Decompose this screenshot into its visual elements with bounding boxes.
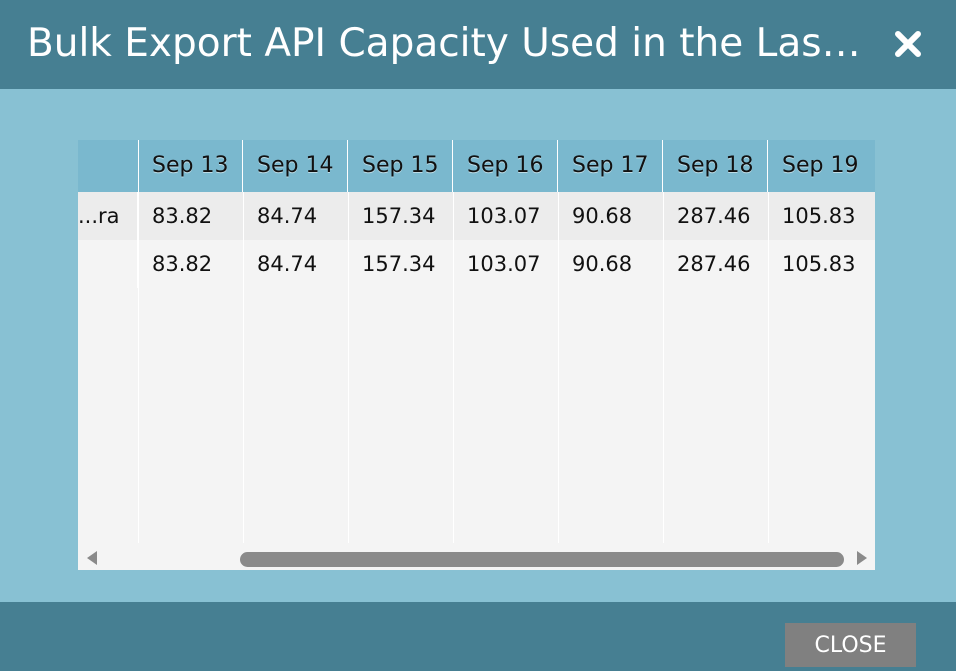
table-cell: 83.82 bbox=[152, 204, 213, 228]
close-x-icon[interactable] bbox=[892, 28, 924, 60]
column-header[interactable]: Sep 13 bbox=[139, 140, 243, 192]
column-divider bbox=[558, 192, 559, 570]
table-cell: 83.82 bbox=[152, 252, 213, 276]
table-cell: 90.68 bbox=[572, 204, 633, 228]
table-cell: 103.07 bbox=[467, 252, 541, 276]
table-row[interactable]: 83.82 84.74 157.34 103.07 90.68 287.46 1… bbox=[78, 240, 875, 288]
table-cell: 287.46 bbox=[677, 252, 751, 276]
scroll-right-arrow-icon[interactable] bbox=[857, 551, 867, 565]
column-divider bbox=[243, 192, 244, 570]
table-cell: 157.34 bbox=[362, 204, 436, 228]
column-divider bbox=[453, 192, 454, 570]
column-divider bbox=[768, 192, 769, 570]
scroll-left-arrow-icon[interactable] bbox=[87, 551, 97, 565]
close-button[interactable]: CLOSE bbox=[785, 623, 916, 667]
row-label bbox=[78, 240, 138, 288]
column-divider bbox=[348, 192, 349, 570]
column-header[interactable]: Sep 14 bbox=[244, 140, 348, 192]
column-header-row: Sep 13 Sep 14 Sep 15 Sep 16 Sep 17 Sep 1… bbox=[78, 140, 875, 192]
column-header[interactable]: Sep 18 bbox=[664, 140, 768, 192]
row-label: ra... bbox=[78, 192, 138, 240]
table-cell: 84.74 bbox=[257, 252, 318, 276]
table-cell: 105.83 bbox=[782, 252, 856, 276]
table-cell: 105.83 bbox=[782, 204, 856, 228]
row-label-column-header bbox=[78, 140, 139, 192]
table-cell: 287.46 bbox=[677, 204, 751, 228]
dialog-header: Bulk Export API Capacity Used in the Las… bbox=[0, 0, 956, 89]
table-cell: 84.74 bbox=[257, 204, 318, 228]
column-divider bbox=[138, 192, 139, 570]
table-row[interactable]: ra... 83.82 84.74 157.34 103.07 90.68 28… bbox=[78, 192, 875, 240]
data-grid: Sep 13 Sep 14 Sep 15 Sep 16 Sep 17 Sep 1… bbox=[78, 140, 875, 570]
column-header[interactable]: Sep 15 bbox=[349, 140, 453, 192]
table-cell: 90.68 bbox=[572, 252, 633, 276]
horizontal-scrollbar[interactable] bbox=[78, 543, 875, 570]
dialog-footer: CLOSE bbox=[0, 602, 956, 671]
column-header[interactable]: Sep 17 bbox=[559, 140, 663, 192]
column-divider bbox=[663, 192, 664, 570]
dialog-title: Bulk Export API Capacity Used in the Las… bbox=[27, 21, 872, 66]
table-cell: 157.34 bbox=[362, 252, 436, 276]
column-header[interactable]: Sep 16 bbox=[454, 140, 558, 192]
column-header[interactable]: Sep 19 bbox=[782, 153, 859, 178]
scrollbar-thumb[interactable] bbox=[240, 552, 844, 567]
table-cell: 103.07 bbox=[467, 204, 541, 228]
